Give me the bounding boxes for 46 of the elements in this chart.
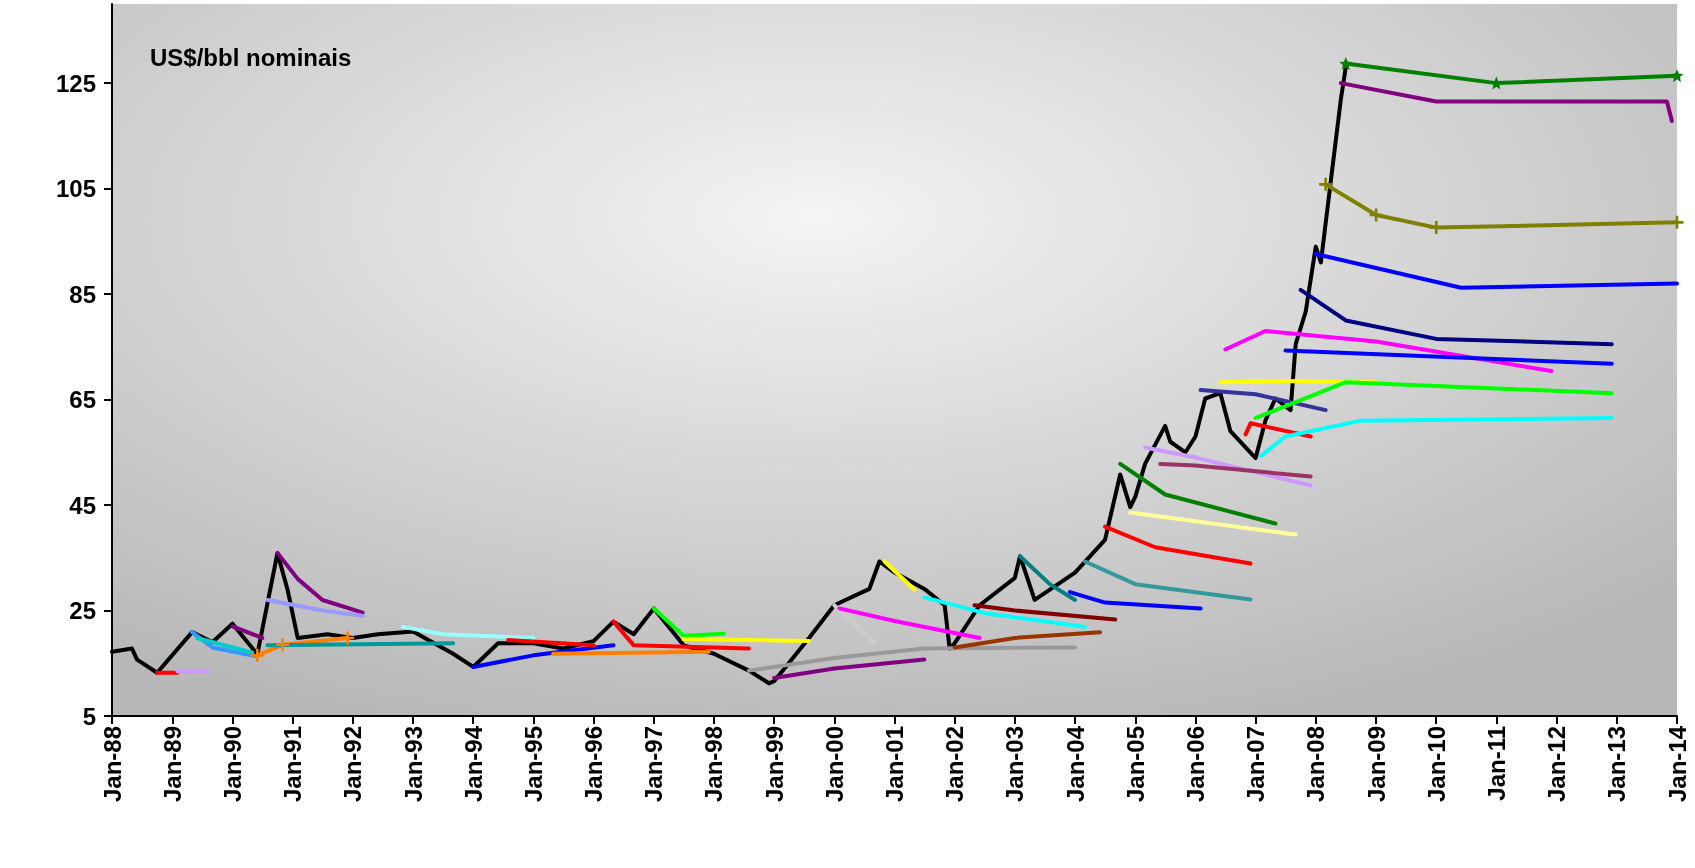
- point: [1339, 57, 1353, 71]
- point: [276, 638, 290, 652]
- x-tick-label: Jan-94: [459, 725, 487, 803]
- x-tick-label: Jan-08: [1302, 726, 1330, 803]
- x-tick-label: Jan-99: [760, 726, 788, 803]
- y-tick-label: 125: [55, 69, 96, 97]
- x-tick-label: Jan-90: [218, 726, 246, 803]
- x-tick-label: Jan-97: [640, 726, 668, 803]
- x-tick-label: Jan-06: [1181, 726, 1209, 803]
- x-tick-label: Jan-95: [519, 726, 547, 803]
- x-tick-label: Jan-07: [1242, 726, 1270, 803]
- y-tick-label: 65: [69, 386, 96, 414]
- x-tick-label: Jan-03: [1001, 726, 1029, 803]
- point: [1670, 69, 1684, 83]
- x-tick-label: Jan-12: [1543, 726, 1571, 803]
- y-tick-label: 45: [69, 491, 96, 519]
- x-tick-label: Jan-02: [941, 726, 969, 803]
- x-tick-label: Jan-09: [1362, 726, 1390, 803]
- x-tick-label: Jan-00: [820, 726, 848, 803]
- line-series: [1298, 287, 1614, 347]
- x-tick-label: Jan-10: [1422, 726, 1450, 803]
- x-tick-label: Jan-93: [399, 726, 427, 803]
- point: [250, 648, 264, 662]
- line-series: [1258, 416, 1614, 458]
- line-series: [746, 645, 1078, 673]
- x-tick-label: Jan-01: [881, 726, 909, 803]
- y-tick-label: 25: [69, 597, 96, 625]
- y-tick-label: 105: [55, 175, 96, 203]
- point: [1319, 177, 1333, 191]
- x-tick-label: Jan-88: [98, 726, 126, 803]
- x-tick-label: Jan-92: [339, 726, 367, 803]
- line-series: [275, 551, 365, 615]
- y-tick-label: 85: [69, 280, 96, 308]
- point: [341, 631, 355, 645]
- x-tick-label: Jan-13: [1603, 726, 1631, 803]
- x-tick-label: Jan-11: [1482, 726, 1510, 801]
- x-tick-label: Jan-05: [1121, 726, 1149, 803]
- x-tick-label: Jan-89: [158, 726, 186, 803]
- y-tick-label: 5: [82, 702, 96, 730]
- x-tick-label: Jan-91: [279, 726, 307, 803]
- y-axis-title: US$/bbl nominais: [150, 43, 352, 71]
- x-tick-label: Jan-14: [1663, 725, 1691, 803]
- line-series: [1223, 328, 1554, 374]
- x-tick-label: Jan-04: [1061, 725, 1089, 803]
- x-tick-label: Jan-96: [580, 726, 608, 803]
- x-tick-label: Jan-98: [700, 726, 728, 803]
